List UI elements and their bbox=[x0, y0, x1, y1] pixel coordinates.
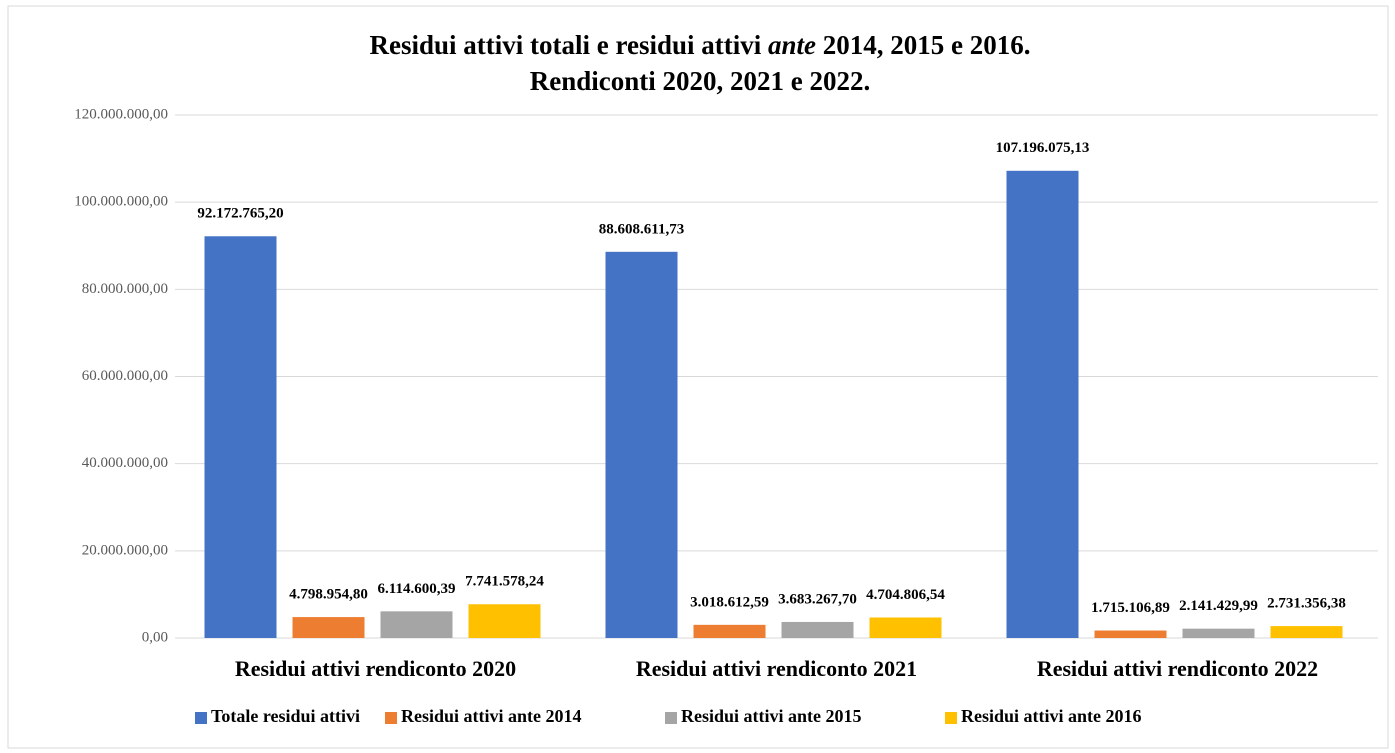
x-tick-label: Residui attivi rendiconto 2022 bbox=[1037, 656, 1318, 681]
data-label: 6.114.600,39 bbox=[378, 581, 456, 597]
x-tick-label: Residui attivi rendiconto 2020 bbox=[235, 656, 516, 681]
x-tick-label: Residui attivi rendiconto 2021 bbox=[636, 656, 917, 681]
data-label: 2.141.429,99 bbox=[1179, 598, 1258, 614]
y-tick-label: 40.000.000,00 bbox=[82, 455, 168, 471]
bar bbox=[292, 617, 365, 638]
bar bbox=[693, 624, 766, 638]
bar bbox=[1094, 630, 1167, 638]
y-tick-label: 120.000.000,00 bbox=[74, 106, 168, 122]
bar bbox=[204, 236, 277, 638]
legend-label: Residui attivi ante 2016 bbox=[961, 706, 1142, 726]
data-label: 3.683.267,70 bbox=[778, 591, 857, 607]
data-label: 3.018.612,59 bbox=[690, 594, 769, 610]
y-tick-label: 100.000.000,00 bbox=[74, 194, 168, 210]
bar bbox=[781, 621, 854, 638]
legend-label: Residui attivi ante 2014 bbox=[401, 706, 582, 726]
bar bbox=[1270, 626, 1343, 638]
y-tick-label: 0,00 bbox=[142, 629, 168, 645]
data-label: 107.196.075,13 bbox=[996, 140, 1090, 156]
legend-swatch bbox=[665, 712, 677, 724]
data-label: 92.172.765,20 bbox=[197, 206, 283, 222]
data-label: 7.741.578,24 bbox=[465, 574, 544, 590]
data-label: 1.715.106,89 bbox=[1091, 600, 1170, 616]
data-label: 88.608.611,73 bbox=[599, 221, 684, 237]
data-label: 2.731.356,38 bbox=[1267, 596, 1346, 612]
bar bbox=[380, 611, 453, 638]
y-tick-label: 20.000.000,00 bbox=[82, 542, 168, 558]
legend-label: Totale residui attivi bbox=[211, 706, 360, 726]
bar bbox=[468, 604, 541, 638]
legend-swatch bbox=[385, 712, 397, 724]
data-label: 4.798.954,80 bbox=[289, 587, 368, 603]
title-part: ante bbox=[768, 30, 816, 60]
legend-label: Residui attivi ante 2015 bbox=[681, 706, 862, 726]
bar bbox=[1006, 170, 1079, 638]
title-part: 2014, 2015 e 2016. bbox=[823, 30, 1031, 60]
bar bbox=[1182, 628, 1255, 638]
legend-swatch bbox=[195, 712, 207, 724]
bar bbox=[869, 617, 942, 638]
bar bbox=[605, 251, 678, 638]
y-tick-label: 60.000.000,00 bbox=[82, 368, 168, 384]
y-tick-label: 80.000.000,00 bbox=[82, 281, 168, 297]
legend-swatch bbox=[945, 712, 957, 724]
chart-subtitle: Rendiconti 2020, 2021 e 2022. bbox=[530, 66, 871, 96]
chart-title: Residui attivi totali e residui attivi a… bbox=[370, 30, 1031, 60]
title-part: Residui attivi totali e residui attivi bbox=[370, 30, 762, 60]
data-label: 4.704.806,54 bbox=[866, 587, 945, 603]
